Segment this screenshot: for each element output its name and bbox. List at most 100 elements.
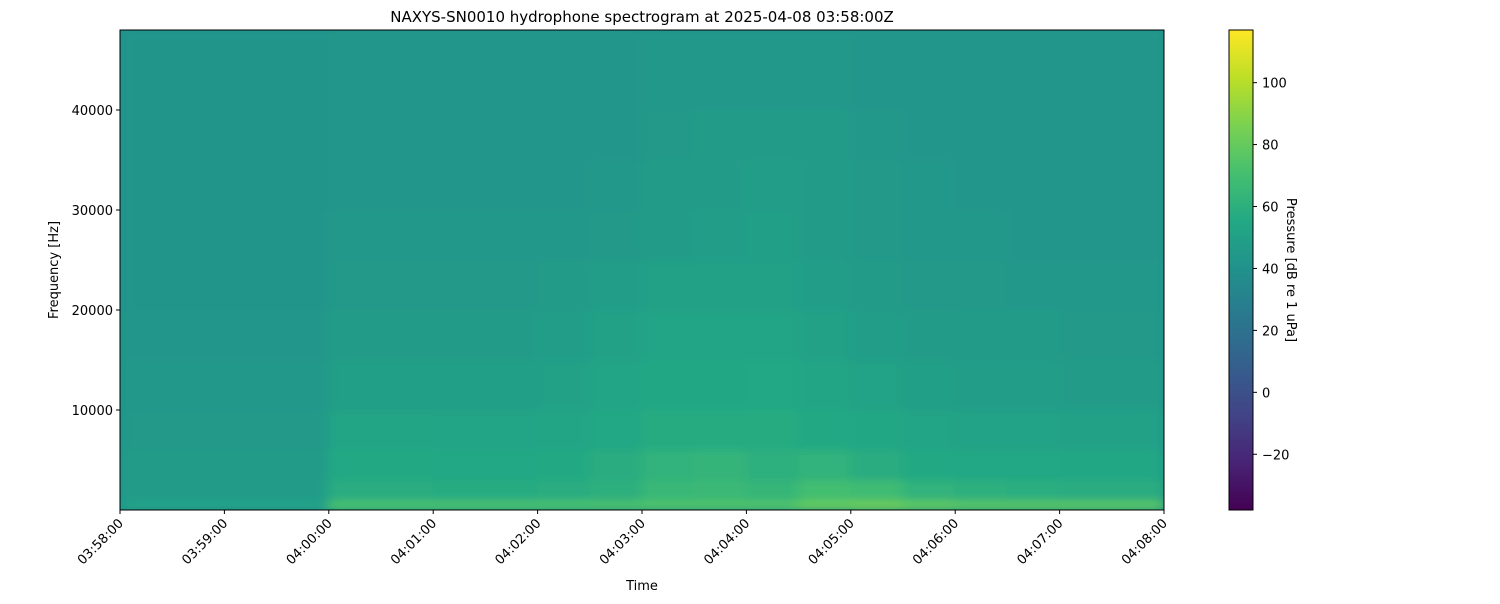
heatmap-cell [432, 30, 486, 111]
x-tick-label: 04:05:00 [806, 516, 858, 568]
heatmap-cell [1059, 409, 1113, 451]
heatmap-cell [641, 309, 695, 361]
heatmap-cell [484, 409, 539, 451]
heatmap-cell [589, 259, 643, 311]
heatmap-cell [850, 409, 904, 451]
heatmap-cell [537, 409, 591, 451]
heatmap-cell [276, 359, 330, 411]
heatmap-cell [902, 209, 956, 261]
heatmap-cell [380, 479, 434, 501]
heatmap-cell [693, 309, 747, 361]
heatmap-cell [954, 259, 1008, 311]
heatmap-cell [798, 309, 852, 361]
heatmap-cell [1059, 159, 1113, 211]
heatmap-cell [223, 409, 278, 451]
heatmap-cell [745, 449, 800, 481]
heatmap-cell [902, 359, 956, 411]
heatmap-cell [537, 159, 591, 211]
heatmap-cell [1111, 159, 1164, 211]
heatmap-cell [745, 30, 800, 111]
heatmap-cell [798, 409, 852, 451]
heatmap-cell [954, 159, 1008, 211]
y-tick-label: 10000 [72, 404, 113, 419]
heatmap-cell [589, 209, 643, 261]
heatmap-cell [850, 259, 904, 311]
heatmap-cells [120, 30, 1164, 510]
heatmap-cell [380, 30, 434, 111]
heatmap-cell [276, 30, 330, 111]
heatmap-cell [380, 499, 434, 510]
colorbar-tick-label: 80 [1262, 139, 1279, 154]
heatmap-cell [1111, 30, 1164, 111]
heatmap-cell [537, 479, 591, 501]
heatmap-cell [171, 479, 225, 501]
x-tick-label: 03:58:00 [75, 516, 127, 568]
heatmap-cell [1111, 359, 1164, 411]
heatmap-cell [1006, 499, 1061, 510]
heatmap-cell [1111, 109, 1164, 161]
heatmap-cell [641, 30, 695, 111]
heatmap-cell [432, 409, 486, 451]
heatmap-cell [484, 159, 539, 211]
heatmap-cell [589, 159, 643, 211]
heatmap-cell [223, 309, 278, 361]
heatmap-cell [641, 209, 695, 261]
heatmap-cell [693, 30, 747, 111]
heatmap-cell [171, 109, 225, 161]
heatmap-cell [171, 409, 225, 451]
heatmap-cell [693, 259, 747, 311]
y-tick-label: 40000 [72, 104, 113, 119]
heatmap-cell [850, 109, 904, 161]
heatmap-cell [223, 159, 278, 211]
heatmap-cell [328, 109, 382, 161]
heatmap-cell [432, 159, 486, 211]
heatmap-cell [171, 449, 225, 481]
heatmap-cell [1059, 209, 1113, 261]
heatmap-cell [589, 479, 643, 501]
heatmap-cell [171, 159, 225, 211]
heatmap-cell [902, 479, 956, 501]
heatmap-cell [745, 409, 800, 451]
heatmap-cell [380, 209, 434, 261]
colorbar-tick-label: 100 [1262, 77, 1287, 92]
heatmap-cell [120, 499, 173, 510]
heatmap-cell [798, 499, 852, 510]
heatmap-cell [223, 109, 278, 161]
heatmap-cell [380, 259, 434, 311]
heatmap-cell [589, 309, 643, 361]
heatmap-cell [745, 109, 800, 161]
heatmap-cell [589, 359, 643, 411]
colorbar-tick-label: 0 [1262, 386, 1270, 401]
heatmap-cell [1111, 479, 1164, 501]
heatmap-cell [798, 109, 852, 161]
heatmap-cell [693, 479, 747, 501]
heatmap-cell [850, 499, 904, 510]
heatmap-cell [850, 30, 904, 111]
x-tick-label: 04:02:00 [493, 516, 545, 568]
heatmap-cell [641, 159, 695, 211]
heatmap-cell [328, 409, 382, 451]
heatmap-cell [641, 499, 695, 510]
heatmap-cell [1111, 309, 1164, 361]
heatmap-cell [276, 109, 330, 161]
x-tick-label: 04:08:00 [1119, 516, 1171, 568]
x-tick-label: 04:04:00 [701, 516, 753, 568]
heatmap-cell [745, 499, 800, 510]
heatmap-cell [328, 309, 382, 361]
heatmap-cell [120, 409, 173, 451]
heatmap-cell [484, 30, 539, 111]
heatmap-cell [432, 449, 486, 481]
heatmap-cell [276, 259, 330, 311]
heatmap-cell [276, 499, 330, 510]
heatmap-cell [1006, 109, 1061, 161]
heatmap-cell [380, 109, 434, 161]
heatmap-cell [223, 449, 278, 481]
x-tick-label: 03:59:00 [179, 516, 231, 568]
heatmap-cell [120, 309, 173, 361]
heatmap-cell [902, 499, 956, 510]
heatmap-cell [641, 409, 695, 451]
heatmap-cell [432, 309, 486, 361]
heatmap-cell [1006, 159, 1061, 211]
heatmap-cell [328, 159, 382, 211]
